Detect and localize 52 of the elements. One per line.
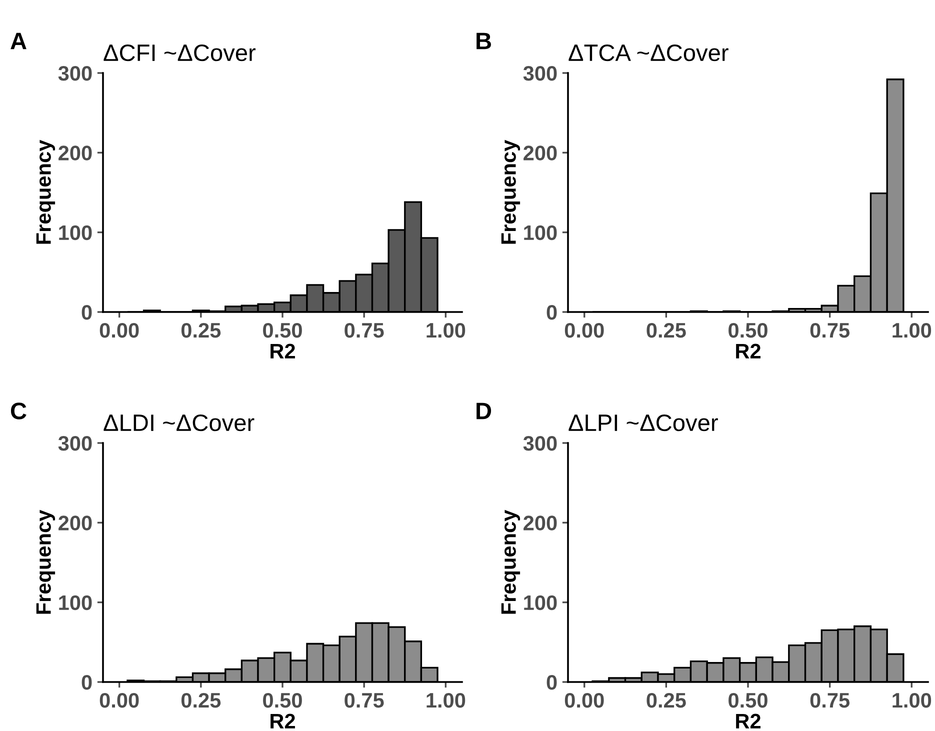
y-tick-label: 100 <box>524 225 557 240</box>
x-tick-label: 0.75 <box>344 692 384 708</box>
y-tick-label: 0 <box>546 305 557 320</box>
text: B <box>476 32 491 50</box>
chart-title: ΔLPI ~ΔCover <box>568 414 718 432</box>
y-tick-label: 100 <box>59 225 92 240</box>
chart-title: ΔLDI ~ΔCover <box>104 414 254 432</box>
y-axis-title: Frequency <box>501 510 520 614</box>
y-tick-label: 0 <box>82 305 92 320</box>
y-axis-title: Frequency <box>36 140 56 244</box>
x-tick-label: 0.50 <box>263 322 302 338</box>
x-tick-label: 0.75 <box>810 692 850 708</box>
x-tick-label: 0.25 <box>646 692 686 708</box>
x-axis-title: R2 <box>736 344 760 358</box>
x-axis-title: R2 <box>736 714 760 728</box>
x-tick-label: 0.00 <box>100 692 139 708</box>
y-tick-label: 100 <box>59 595 92 610</box>
x-tick-label: 1.00 <box>426 692 466 708</box>
x-tick-label: 0.50 <box>263 692 302 708</box>
text: A <box>10 32 26 50</box>
y-tick-label: 100 <box>524 595 557 610</box>
x-tick-label: 0.00 <box>564 322 604 338</box>
x-tick-label: 0.25 <box>181 692 221 708</box>
x-tick-label: 0.00 <box>100 322 139 338</box>
x-tick-label: 0.50 <box>728 322 768 338</box>
y-tick-label: 300 <box>523 66 557 81</box>
x-axis-title: R2 <box>270 714 295 728</box>
y-axis-title: Frequency <box>501 140 520 244</box>
text: D <box>476 402 492 420</box>
x-tick-label: 0.50 <box>728 692 768 708</box>
y-tick-label: 200 <box>524 516 557 530</box>
y-tick-label: 200 <box>524 146 557 160</box>
x-tick-label: 0.75 <box>344 322 384 338</box>
y-tick-label: 0 <box>546 675 557 690</box>
y-tick-label: 300 <box>58 66 92 81</box>
y-tick-label: 300 <box>58 436 92 451</box>
text: C <box>10 402 26 420</box>
y-axis-title: Frequency <box>36 510 56 614</box>
y-tick-label: 0 <box>82 675 92 690</box>
x-tick-label: 0.75 <box>810 322 850 338</box>
x-axis-title: R2 <box>270 344 295 358</box>
y-tick-label: 200 <box>58 516 92 530</box>
x-tick-label: 0.25 <box>646 322 686 338</box>
chart-title: ΔCFI ~ΔCover <box>104 44 256 62</box>
y-tick-label: 200 <box>58 146 92 160</box>
x-tick-label: 0.25 <box>181 322 221 338</box>
x-tick-label: 1.00 <box>892 692 932 708</box>
y-tick-label: 300 <box>523 436 557 451</box>
x-tick-label: 1.00 <box>426 322 466 338</box>
x-tick-label: 1.00 <box>892 322 932 338</box>
chart-title: ΔTCA ~ΔCover <box>568 44 728 62</box>
x-tick-label: 0.00 <box>564 692 604 708</box>
